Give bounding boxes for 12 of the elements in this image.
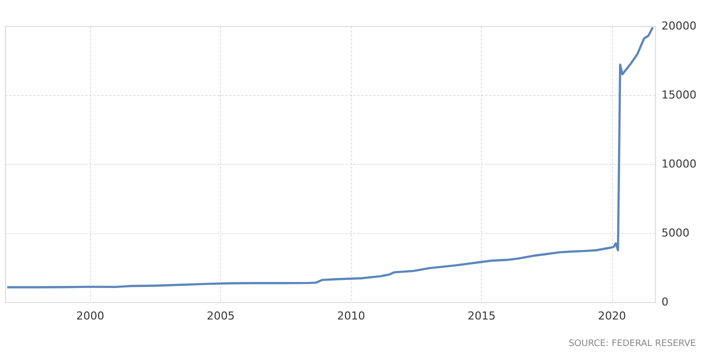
- source-note: SOURCE: FEDERAL RESERVE: [568, 339, 696, 349]
- x-tick-label: 2005: [206, 310, 235, 322]
- y-tick-label: 10000: [662, 158, 696, 170]
- x-tick-label: 2010: [337, 310, 366, 322]
- x-tick-label: 2020: [598, 310, 626, 322]
- y-tick-label: 5000: [662, 226, 690, 240]
- y-tick-label: 15000: [662, 88, 696, 102]
- y-tick-label: 20000: [662, 20, 696, 32]
- x-tick-label: 2015: [468, 310, 496, 322]
- x-tick-label: 2000: [76, 310, 104, 322]
- line-series: [6, 26, 654, 288]
- y-tick-label: 0: [662, 296, 668, 308]
